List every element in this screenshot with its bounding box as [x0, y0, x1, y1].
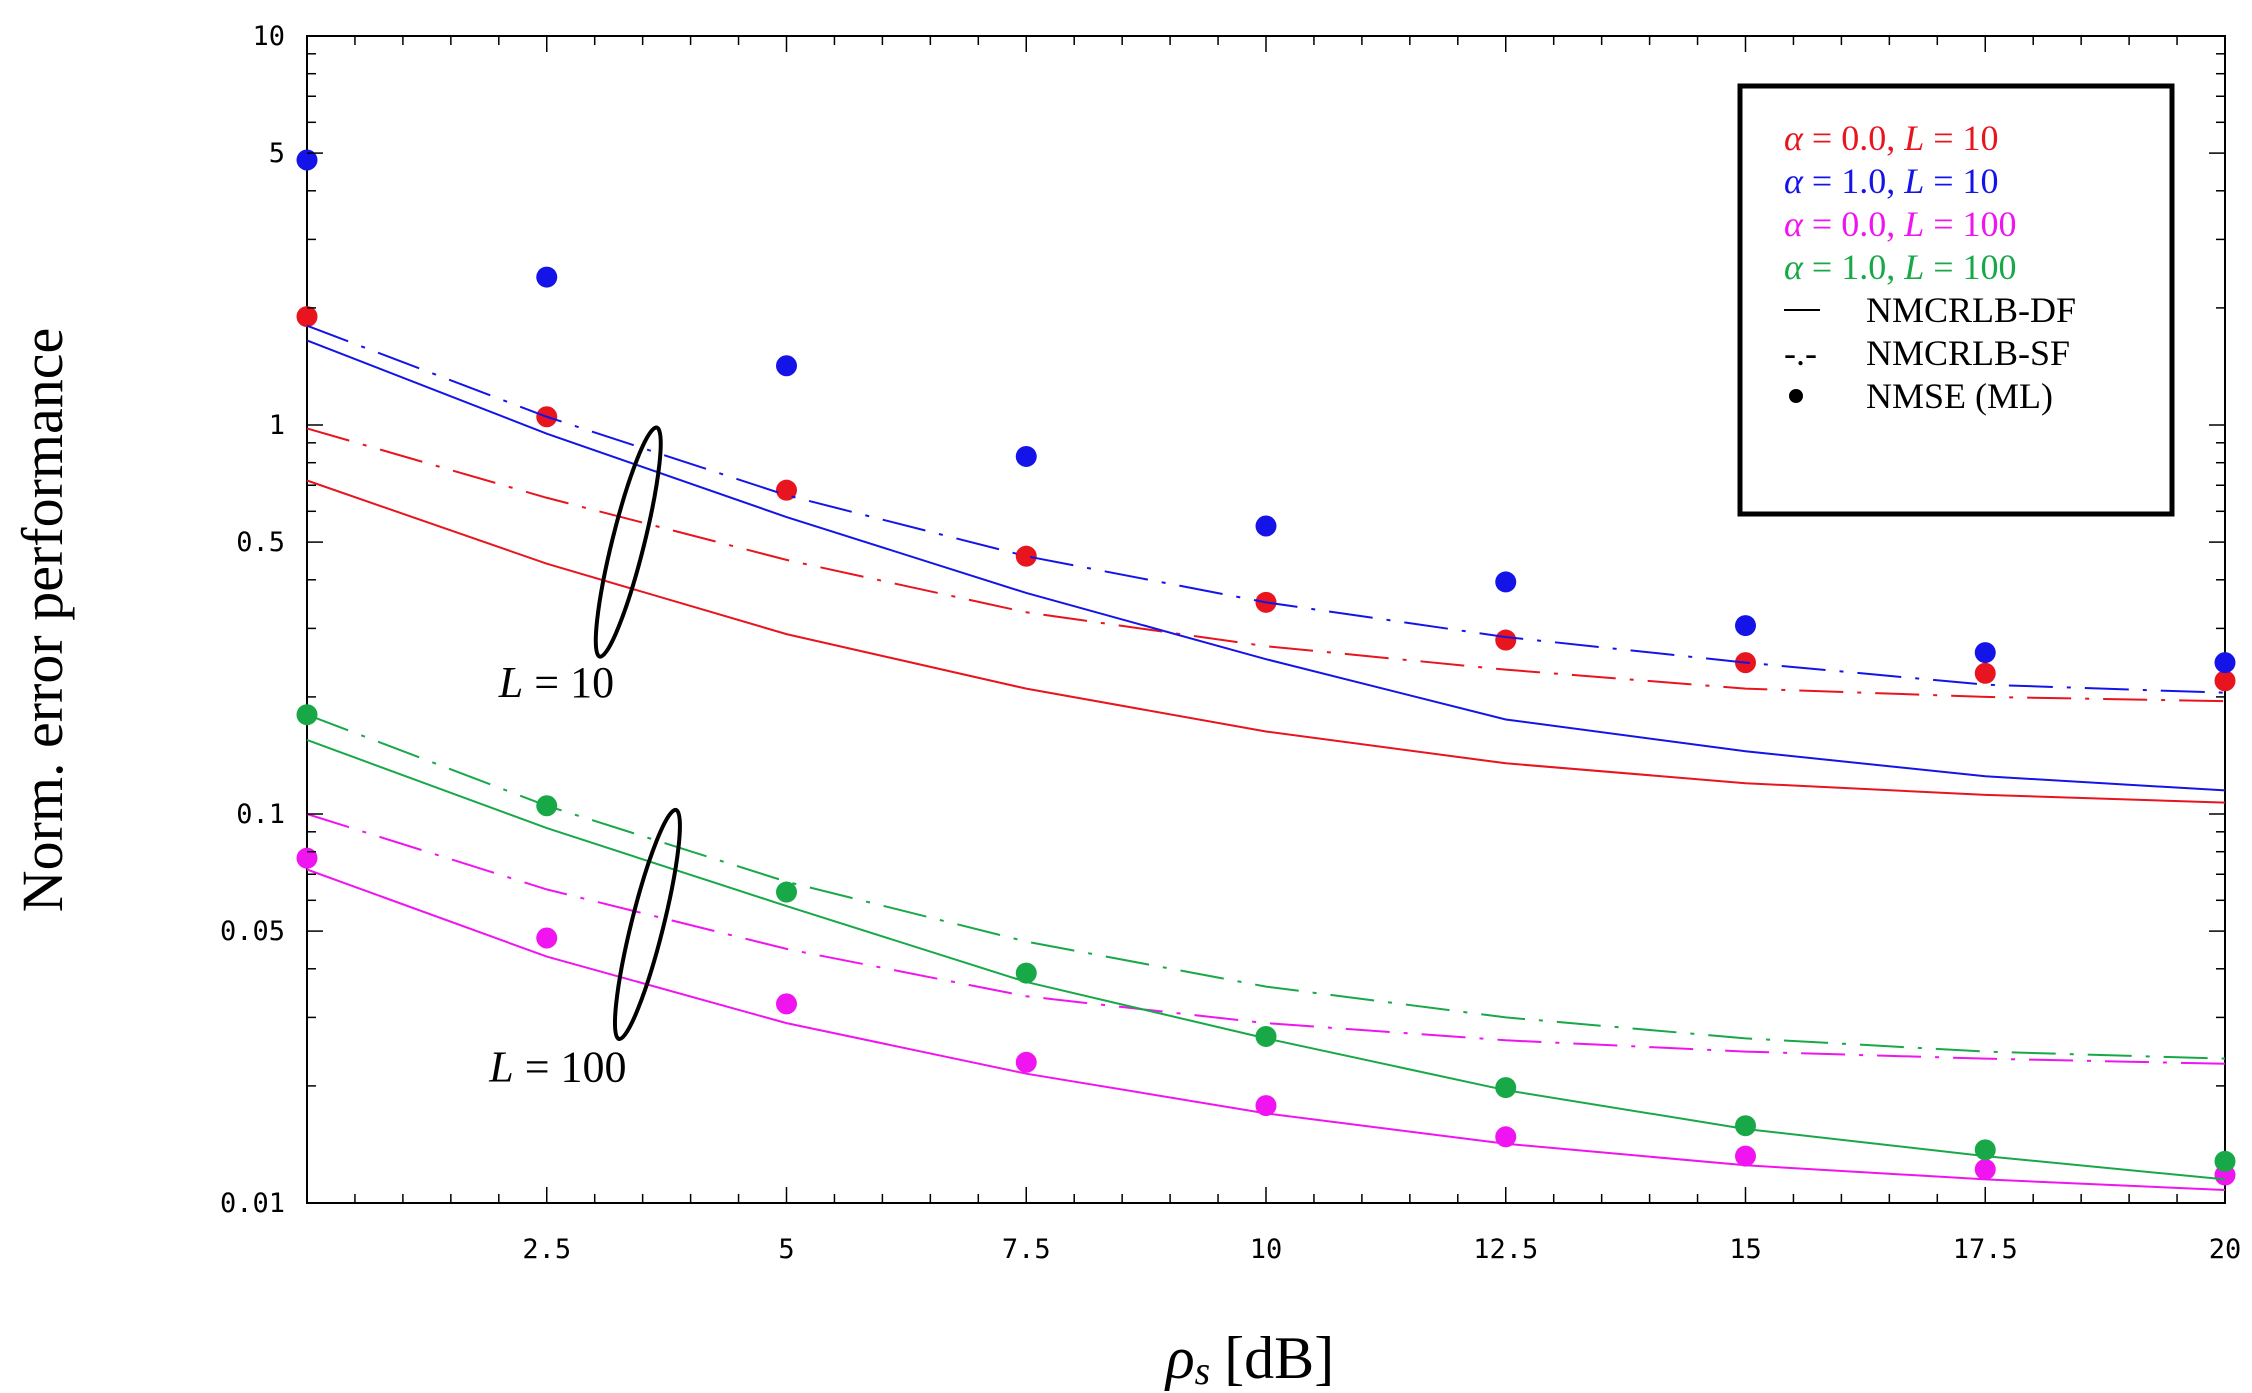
y-tick-label: 1	[269, 410, 285, 441]
x-tick-label: 10	[1250, 1234, 1283, 1265]
series-1-nmse-point	[536, 266, 558, 288]
series-2-nmcrlb-sf-line	[306, 813, 2226, 1065]
legend-style-label: NMCRLB-DF	[1866, 290, 2076, 330]
series-1-nmse-point	[1495, 571, 1517, 593]
series-2-nmse-point	[1255, 1095, 1277, 1117]
series-0-nmse-point	[2214, 670, 2236, 692]
series-2-nmse-point	[1735, 1145, 1756, 1167]
series-2-nmse-point	[296, 847, 318, 869]
legend: α = 0.0, L = 10α = 1.0, L = 10α = 0.0, L…	[1737, 83, 2175, 517]
series-0-nmcrlb-df-line	[306, 479, 2226, 804]
x-tick-label: 5	[778, 1234, 794, 1265]
series-1-nmcrlb-df-line	[306, 339, 2226, 792]
series-0-nmse-point	[296, 306, 318, 328]
series-1-nmse-point	[296, 149, 318, 171]
series-1-nmse-point	[1255, 515, 1277, 537]
group-annotation-label: L = 10	[498, 658, 614, 707]
x-axis-subscript: s	[1195, 1348, 1211, 1393]
legend-style-label: NMCRLB-SF	[1866, 333, 2070, 373]
legend-entry-series-2: α = 0.0, L = 100	[1784, 204, 2017, 244]
legend-style-label: NMSE (ML)	[1866, 376, 2053, 416]
series-0-nmcrlb-sf-line	[306, 427, 2226, 703]
series-1-nmse-point	[1974, 642, 1996, 664]
legend-dot-swatch	[1789, 389, 1803, 403]
x-tick-label: 15	[1729, 1234, 1762, 1265]
x-tick-label: 12.5	[1473, 1234, 1538, 1265]
legend-box	[1737, 83, 2175, 517]
legend-entry-series-3: α = 1.0, L = 100	[1784, 247, 2017, 287]
y-tick-label: 5	[269, 138, 285, 169]
series-0-nmse-point	[1495, 629, 1517, 651]
series-2-nmse-point	[1015, 1051, 1037, 1073]
x-axis-symbol: ρ	[1164, 1325, 1195, 1391]
series-3-nmse-point	[1255, 1025, 1277, 1047]
axis-titles: Norm. error performance ρs [dB]	[10, 328, 1334, 1393]
legend-dashdot-swatch: -.-	[1784, 333, 1817, 373]
y-axis-title: Norm. error performance	[10, 328, 75, 913]
series-0-nmse-point	[1974, 662, 1996, 684]
series-1-nmse-point	[1015, 445, 1037, 467]
series-2-nmse-point	[1974, 1158, 1996, 1180]
series-3-nmse-point	[1015, 962, 1037, 984]
legend-entry-series-0: α = 0.0, L = 10	[1784, 118, 1999, 158]
y-tick-label: 0.1	[236, 799, 285, 830]
series-0-nmse-point	[1015, 545, 1037, 567]
legend-items: α = 0.0, L = 10α = 1.0, L = 10α = 0.0, L…	[1784, 118, 2076, 416]
group-ellipse	[593, 425, 663, 659]
series-2-nmse-point	[776, 993, 797, 1015]
series-0-nmse-point	[776, 479, 797, 501]
series-1-nmse-point	[776, 355, 797, 377]
x-axis-unit: [dB]	[1224, 1325, 1334, 1391]
x-axis-title: ρs [dB]	[1164, 1325, 1334, 1393]
series-3-nmse-point	[776, 881, 797, 903]
series-1-nmse-point	[2214, 652, 2236, 674]
series-3-nmcrlb-sf-line	[306, 713, 2226, 1060]
series-3-nmse-point	[2214, 1150, 2236, 1172]
series-3-nmse-point	[1495, 1077, 1517, 1099]
series-2-nmse-point	[1495, 1126, 1517, 1148]
series-3-nmse-point	[536, 795, 558, 817]
series-1-nmcrlb-sf-line	[306, 324, 2226, 694]
y-tick-label: 0.05	[220, 916, 285, 947]
series-3-nmse-point	[1735, 1115, 1756, 1137]
y-tick-label: 10	[252, 21, 285, 52]
y-tick-label: 0.01	[220, 1188, 285, 1219]
y-tick-label: 0.5	[236, 527, 285, 558]
series-3-nmse-point	[296, 704, 318, 726]
annotation-layer: L = 10 L = 100	[488, 425, 682, 1092]
x-tick-label: 20	[2209, 1234, 2242, 1265]
series-3-nmse-point	[1974, 1139, 1996, 1161]
legend-entry-series-1: α = 1.0, L = 10	[1784, 161, 1999, 201]
x-tick-label: 7.5	[1002, 1234, 1051, 1265]
x-tick-label: 17.5	[1953, 1234, 2018, 1265]
series-2-nmse-point	[536, 927, 558, 949]
series-layer	[296, 149, 2236, 1191]
x-tick-label: 2.5	[522, 1234, 571, 1265]
group-ellipse	[612, 807, 682, 1042]
group-annotation-label: L = 100	[488, 1043, 626, 1092]
series-1-nmse-point	[1735, 615, 1756, 637]
